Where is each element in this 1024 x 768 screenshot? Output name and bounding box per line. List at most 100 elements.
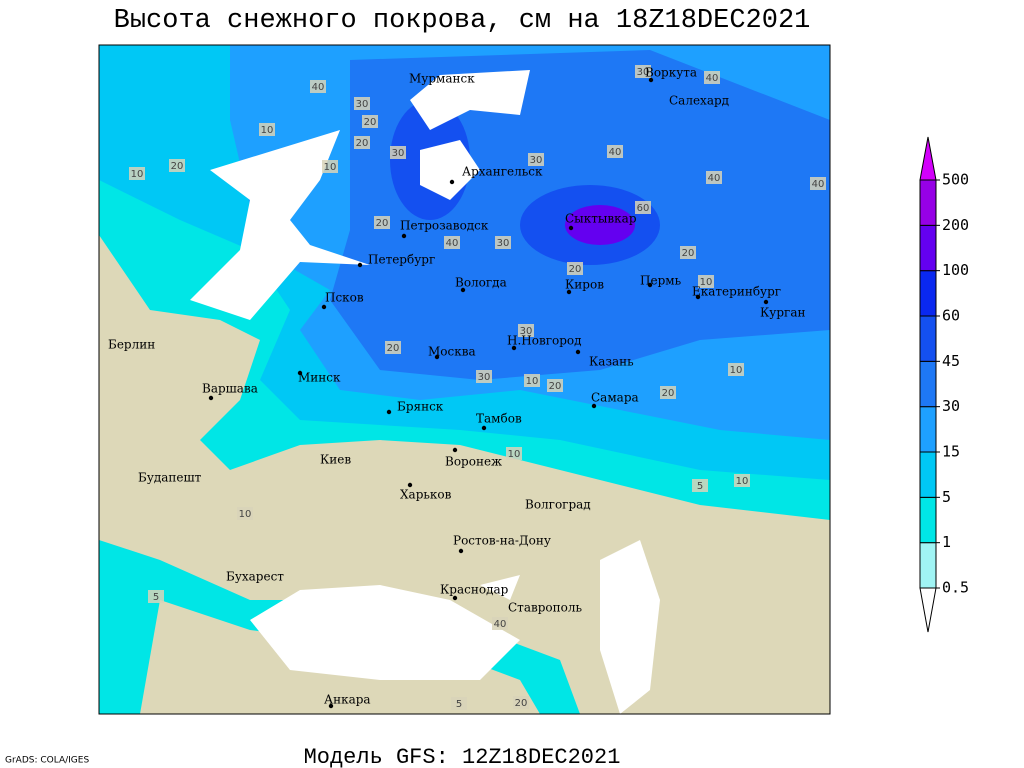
contour-label-box	[451, 697, 467, 710]
legend-swatch	[919, 270, 937, 317]
contour-label-box	[129, 167, 145, 180]
city-label: Псков	[325, 291, 364, 305]
city-dot	[460, 287, 466, 293]
city-dot	[386, 409, 392, 415]
city-label: Будапешт	[138, 471, 202, 485]
legend-label: 100	[942, 261, 969, 279]
contour-label: 30	[520, 326, 533, 337]
city-label: Варшава	[202, 382, 258, 396]
legend-arrow-low	[919, 587, 937, 633]
sea	[420, 140, 480, 200]
city-label: Брянск	[397, 400, 444, 414]
city-dot	[321, 304, 327, 310]
legend-swatch	[919, 451, 937, 498]
contour-label-box	[513, 696, 529, 709]
legend-swatch	[919, 542, 937, 589]
contour-label-box	[567, 262, 583, 275]
city-dot	[568, 225, 574, 231]
city-label: Казань	[589, 355, 634, 369]
city-dot	[434, 354, 440, 360]
city-dot	[407, 482, 413, 488]
city-label: Бухарест	[226, 570, 284, 584]
contour-label-box	[810, 177, 826, 190]
sea	[250, 585, 520, 680]
legend-swatch	[919, 360, 937, 408]
city-label: Сыктывкар	[565, 212, 637, 226]
city-label: Харьков	[400, 488, 452, 502]
contour-label-box	[322, 160, 338, 173]
city-label: Киев	[320, 453, 351, 467]
city-dot	[449, 179, 455, 185]
contour-label: 40	[812, 179, 825, 190]
contour-label-box	[237, 507, 253, 520]
contour-label: 40	[706, 73, 719, 84]
contour-label: 5	[153, 592, 159, 603]
city-label: Анкара	[324, 693, 371, 707]
contour-label-box	[635, 65, 651, 78]
contour-label-box	[148, 590, 164, 603]
contour-label: 40	[708, 173, 721, 184]
city-label: Вологда	[455, 276, 507, 290]
city-label: Ростов-на-Дону	[453, 534, 551, 548]
legend-swatch	[919, 315, 937, 362]
model-label: Модель GFS: 12Z18DEC2021	[304, 745, 621, 768]
contour-label: 40	[446, 238, 459, 249]
contour-label: 20	[387, 343, 400, 354]
city-dot	[591, 403, 597, 409]
legend-swatch	[919, 179, 937, 226]
map	[99, 45, 830, 714]
contour-label-box	[362, 115, 378, 128]
city-label: Ставрополь	[508, 601, 582, 615]
city-label: Тамбов	[476, 412, 522, 426]
legend-label: 1	[942, 533, 951, 551]
legend-label: 500	[942, 171, 969, 189]
contour-label: 20	[364, 117, 377, 128]
city-dot	[763, 299, 769, 305]
city-label: Волгоград	[525, 498, 591, 512]
contour-label-box	[635, 201, 651, 214]
contour-label-box	[310, 80, 326, 93]
city-label: Н.Новгород	[507, 334, 582, 348]
city-dot	[401, 233, 407, 239]
city-label: Петрозаводск	[400, 219, 489, 233]
city-label: Екатеринбург	[692, 285, 781, 299]
contour-label: 20	[171, 161, 184, 172]
city-dot	[511, 345, 517, 351]
contour-label-box	[444, 236, 460, 249]
contour-label-box	[547, 379, 563, 392]
contour-label: 5	[697, 481, 703, 492]
contour-label: 30	[478, 372, 491, 383]
contour-label: 10	[736, 476, 749, 487]
city-label: Салехард	[669, 94, 729, 108]
legend-label: 45	[942, 352, 960, 370]
contour-label: 30	[530, 155, 543, 166]
contour-label: 10	[261, 125, 274, 136]
city-dot	[297, 370, 303, 376]
contour-label-box	[607, 145, 623, 158]
contour-label-box	[704, 71, 720, 84]
contour-label-box	[476, 370, 492, 383]
contour-label-box	[524, 374, 540, 387]
contour-label: 20	[515, 698, 528, 709]
contour-label: 10	[131, 169, 144, 180]
sea	[480, 575, 520, 600]
legend-label: 0.5	[942, 579, 969, 597]
contour-label-box	[728, 363, 744, 376]
city-label: Минск	[298, 371, 341, 385]
city-dot	[695, 294, 701, 300]
legend-label: 5	[942, 488, 951, 506]
city-label: Воронеж	[445, 455, 502, 469]
contour-label: 10	[239, 509, 252, 520]
city-dot	[357, 262, 363, 268]
city-label: Пермь	[640, 274, 682, 288]
contour-label-box	[692, 479, 708, 492]
sea	[600, 540, 660, 714]
city-dot	[648, 77, 654, 83]
city-label: Воркута	[645, 66, 697, 80]
credit: GrADS: COLA/IGES	[5, 756, 89, 766]
contour-label: 20	[569, 264, 582, 275]
contour-label-box	[698, 275, 714, 288]
city-label: Архангельск	[462, 165, 543, 179]
city-label: Курган	[760, 306, 805, 320]
contour-label: 20	[682, 248, 695, 259]
